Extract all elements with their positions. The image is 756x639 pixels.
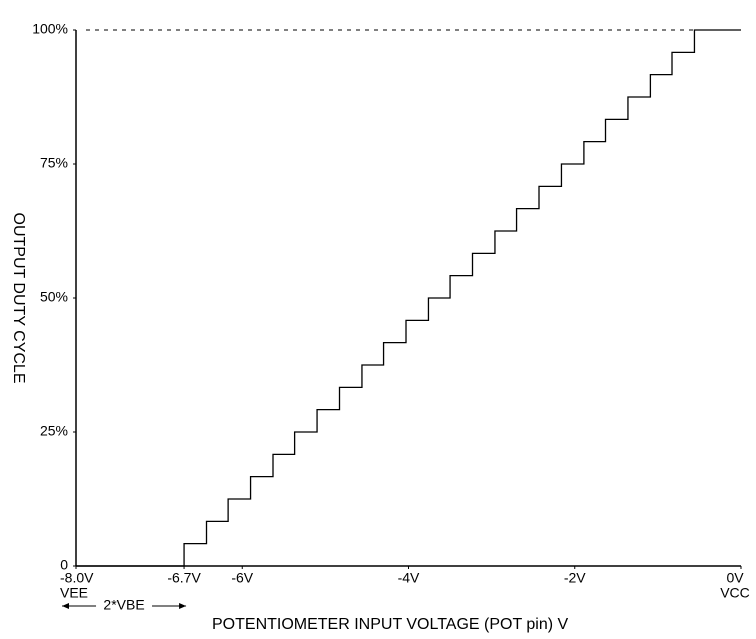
x-tick-label: -6.7V	[167, 570, 201, 586]
x-sublabel: VEE	[60, 585, 88, 601]
span-label: 2*VBE	[103, 597, 144, 613]
y-axis-label: OUTPUT DUTY CYCLE	[10, 213, 27, 384]
span-arrowhead	[179, 603, 187, 609]
x-tick-label: -4V	[398, 570, 420, 586]
y-tick-label: 25%	[40, 423, 68, 439]
x-tick-label: -8.0V	[60, 570, 94, 586]
y-tick-label: 50%	[40, 289, 68, 305]
x-axis-label: POTENTIOMETER INPUT VOLTAGE (POT pin) V	[212, 616, 569, 633]
x-tick-label: -2V	[564, 570, 586, 586]
x-sublabel: VCC	[720, 585, 750, 601]
span-arrowhead	[62, 603, 69, 609]
y-tick-label: 75%	[40, 155, 68, 171]
y-tick-label: 100%	[32, 21, 68, 37]
y-tick-label: 0	[60, 557, 68, 573]
x-tick-label: 0V	[726, 570, 744, 586]
x-tick-label: -6V	[231, 570, 253, 586]
data-line	[76, 29, 741, 567]
